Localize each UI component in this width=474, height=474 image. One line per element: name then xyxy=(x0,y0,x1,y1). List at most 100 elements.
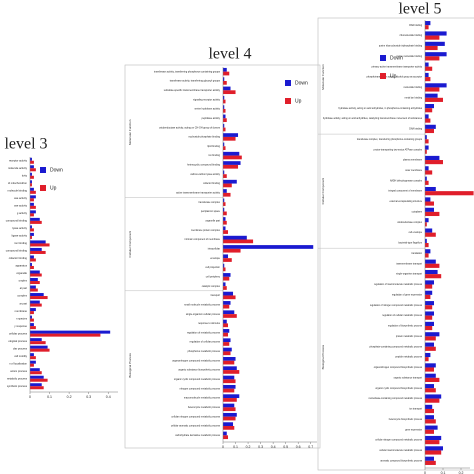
category-label: regulation of metabolic process xyxy=(187,331,221,334)
bar xyxy=(30,180,32,184)
category-label: serine hydrolase activity xyxy=(194,108,220,111)
legend-swatch xyxy=(40,167,46,173)
category-label: membrane protein complex xyxy=(191,229,221,232)
category-label: ion transport xyxy=(409,408,422,411)
category-label: g activity xyxy=(17,211,28,215)
category-label: intrinsic component of membrane xyxy=(185,238,221,241)
bar xyxy=(425,160,443,165)
x-tick-label: 0.1 xyxy=(441,471,446,474)
bar xyxy=(30,300,40,304)
bar xyxy=(30,348,50,352)
bar xyxy=(425,170,433,175)
bar xyxy=(223,394,240,399)
legend-swatch xyxy=(380,55,386,61)
bar xyxy=(30,202,34,206)
bar xyxy=(425,290,433,295)
bar xyxy=(223,127,226,132)
category-label: outer membrane xyxy=(405,169,423,172)
bar xyxy=(30,217,40,221)
category-label: gene expression xyxy=(405,428,423,431)
category-label: organic cyclic compound metabolic proces… xyxy=(174,378,221,381)
bar xyxy=(30,183,32,187)
category-label: peptidase activity xyxy=(202,117,221,120)
bar xyxy=(425,155,440,161)
bar xyxy=(223,314,237,318)
category-label: oxidoreductase activity, acting on CH-OH… xyxy=(159,126,221,129)
bar xyxy=(223,416,236,421)
bar xyxy=(30,386,44,390)
group-label: Molecular Function xyxy=(128,119,132,145)
category-label: ase activity xyxy=(14,204,28,208)
x-tick-label: 0.3 xyxy=(86,395,91,399)
category-label: nucleoside phosphate binding xyxy=(188,136,220,139)
bar xyxy=(30,315,32,319)
category-label: cellular nitrogen compound metabolic pro… xyxy=(171,415,220,418)
bar xyxy=(425,446,443,451)
bar xyxy=(425,346,436,351)
category-label: molecule activity xyxy=(8,166,28,170)
category-label: cofactor binding xyxy=(203,182,221,185)
category-label: ligase activity xyxy=(12,234,28,238)
bar xyxy=(223,90,236,95)
bar xyxy=(30,323,34,327)
category-label: transferase activity, transferring glyco… xyxy=(170,80,221,83)
bar xyxy=(30,356,36,360)
bar xyxy=(223,86,231,91)
bar xyxy=(30,341,46,345)
bar xyxy=(425,429,434,434)
legend-label: Up xyxy=(295,98,302,104)
category-label: cell periphery xyxy=(206,275,221,278)
legend-label: Up xyxy=(50,185,57,191)
bar xyxy=(30,296,48,300)
bar xyxy=(425,321,434,326)
bar xyxy=(30,262,32,266)
bar xyxy=(223,220,227,225)
category-label: molecule binding xyxy=(8,189,28,193)
bar xyxy=(223,357,236,361)
x-tick-label: 0 xyxy=(29,395,31,399)
bar xyxy=(223,282,226,287)
bar xyxy=(425,232,436,237)
bar xyxy=(223,71,230,76)
category-label: DNA binding xyxy=(409,128,422,131)
x-tick-label: 0.6 xyxy=(296,445,301,449)
category-label: ion binding xyxy=(208,154,220,157)
bar xyxy=(425,377,440,382)
x-tick-label: 0.2 xyxy=(67,395,72,399)
bar xyxy=(425,243,429,248)
bar xyxy=(425,56,440,61)
category-label: anism process xyxy=(10,369,27,373)
bar xyxy=(223,226,226,231)
bar xyxy=(425,305,433,310)
bar xyxy=(425,425,438,430)
bar xyxy=(30,285,36,289)
category-label: ribonucleotide binding xyxy=(400,34,423,37)
bar xyxy=(223,375,235,380)
bar xyxy=(223,258,232,262)
bar xyxy=(30,220,42,224)
category-label: cell projection xyxy=(205,266,220,269)
bar xyxy=(223,235,247,240)
category-label: regulation of cellular process xyxy=(190,341,221,344)
bar xyxy=(223,151,240,156)
category-label: NADH dehydrogenase complex xyxy=(390,179,423,182)
bar xyxy=(425,218,429,223)
bar xyxy=(425,104,434,109)
category-label: signaling receptor activity xyxy=(193,98,221,101)
panel-frame xyxy=(124,64,321,449)
category-label: transferase activity, transferring phosp… xyxy=(154,70,221,73)
bar xyxy=(30,160,34,164)
category-label: proton-transporting two-sector ATPase co… xyxy=(374,148,423,151)
bar xyxy=(223,422,234,427)
category-label: carbohydrate derivative metabolic proces… xyxy=(175,434,221,437)
category-label: regulation of gene expression xyxy=(392,293,423,296)
bar xyxy=(425,301,434,306)
bar xyxy=(223,329,230,333)
category-label: purine ribonucleoside triphosphate bindi… xyxy=(379,45,423,48)
bar xyxy=(223,174,227,178)
bar xyxy=(223,398,237,402)
bar xyxy=(30,205,36,209)
bar xyxy=(223,118,227,123)
bar xyxy=(223,67,227,72)
bar xyxy=(425,315,433,320)
